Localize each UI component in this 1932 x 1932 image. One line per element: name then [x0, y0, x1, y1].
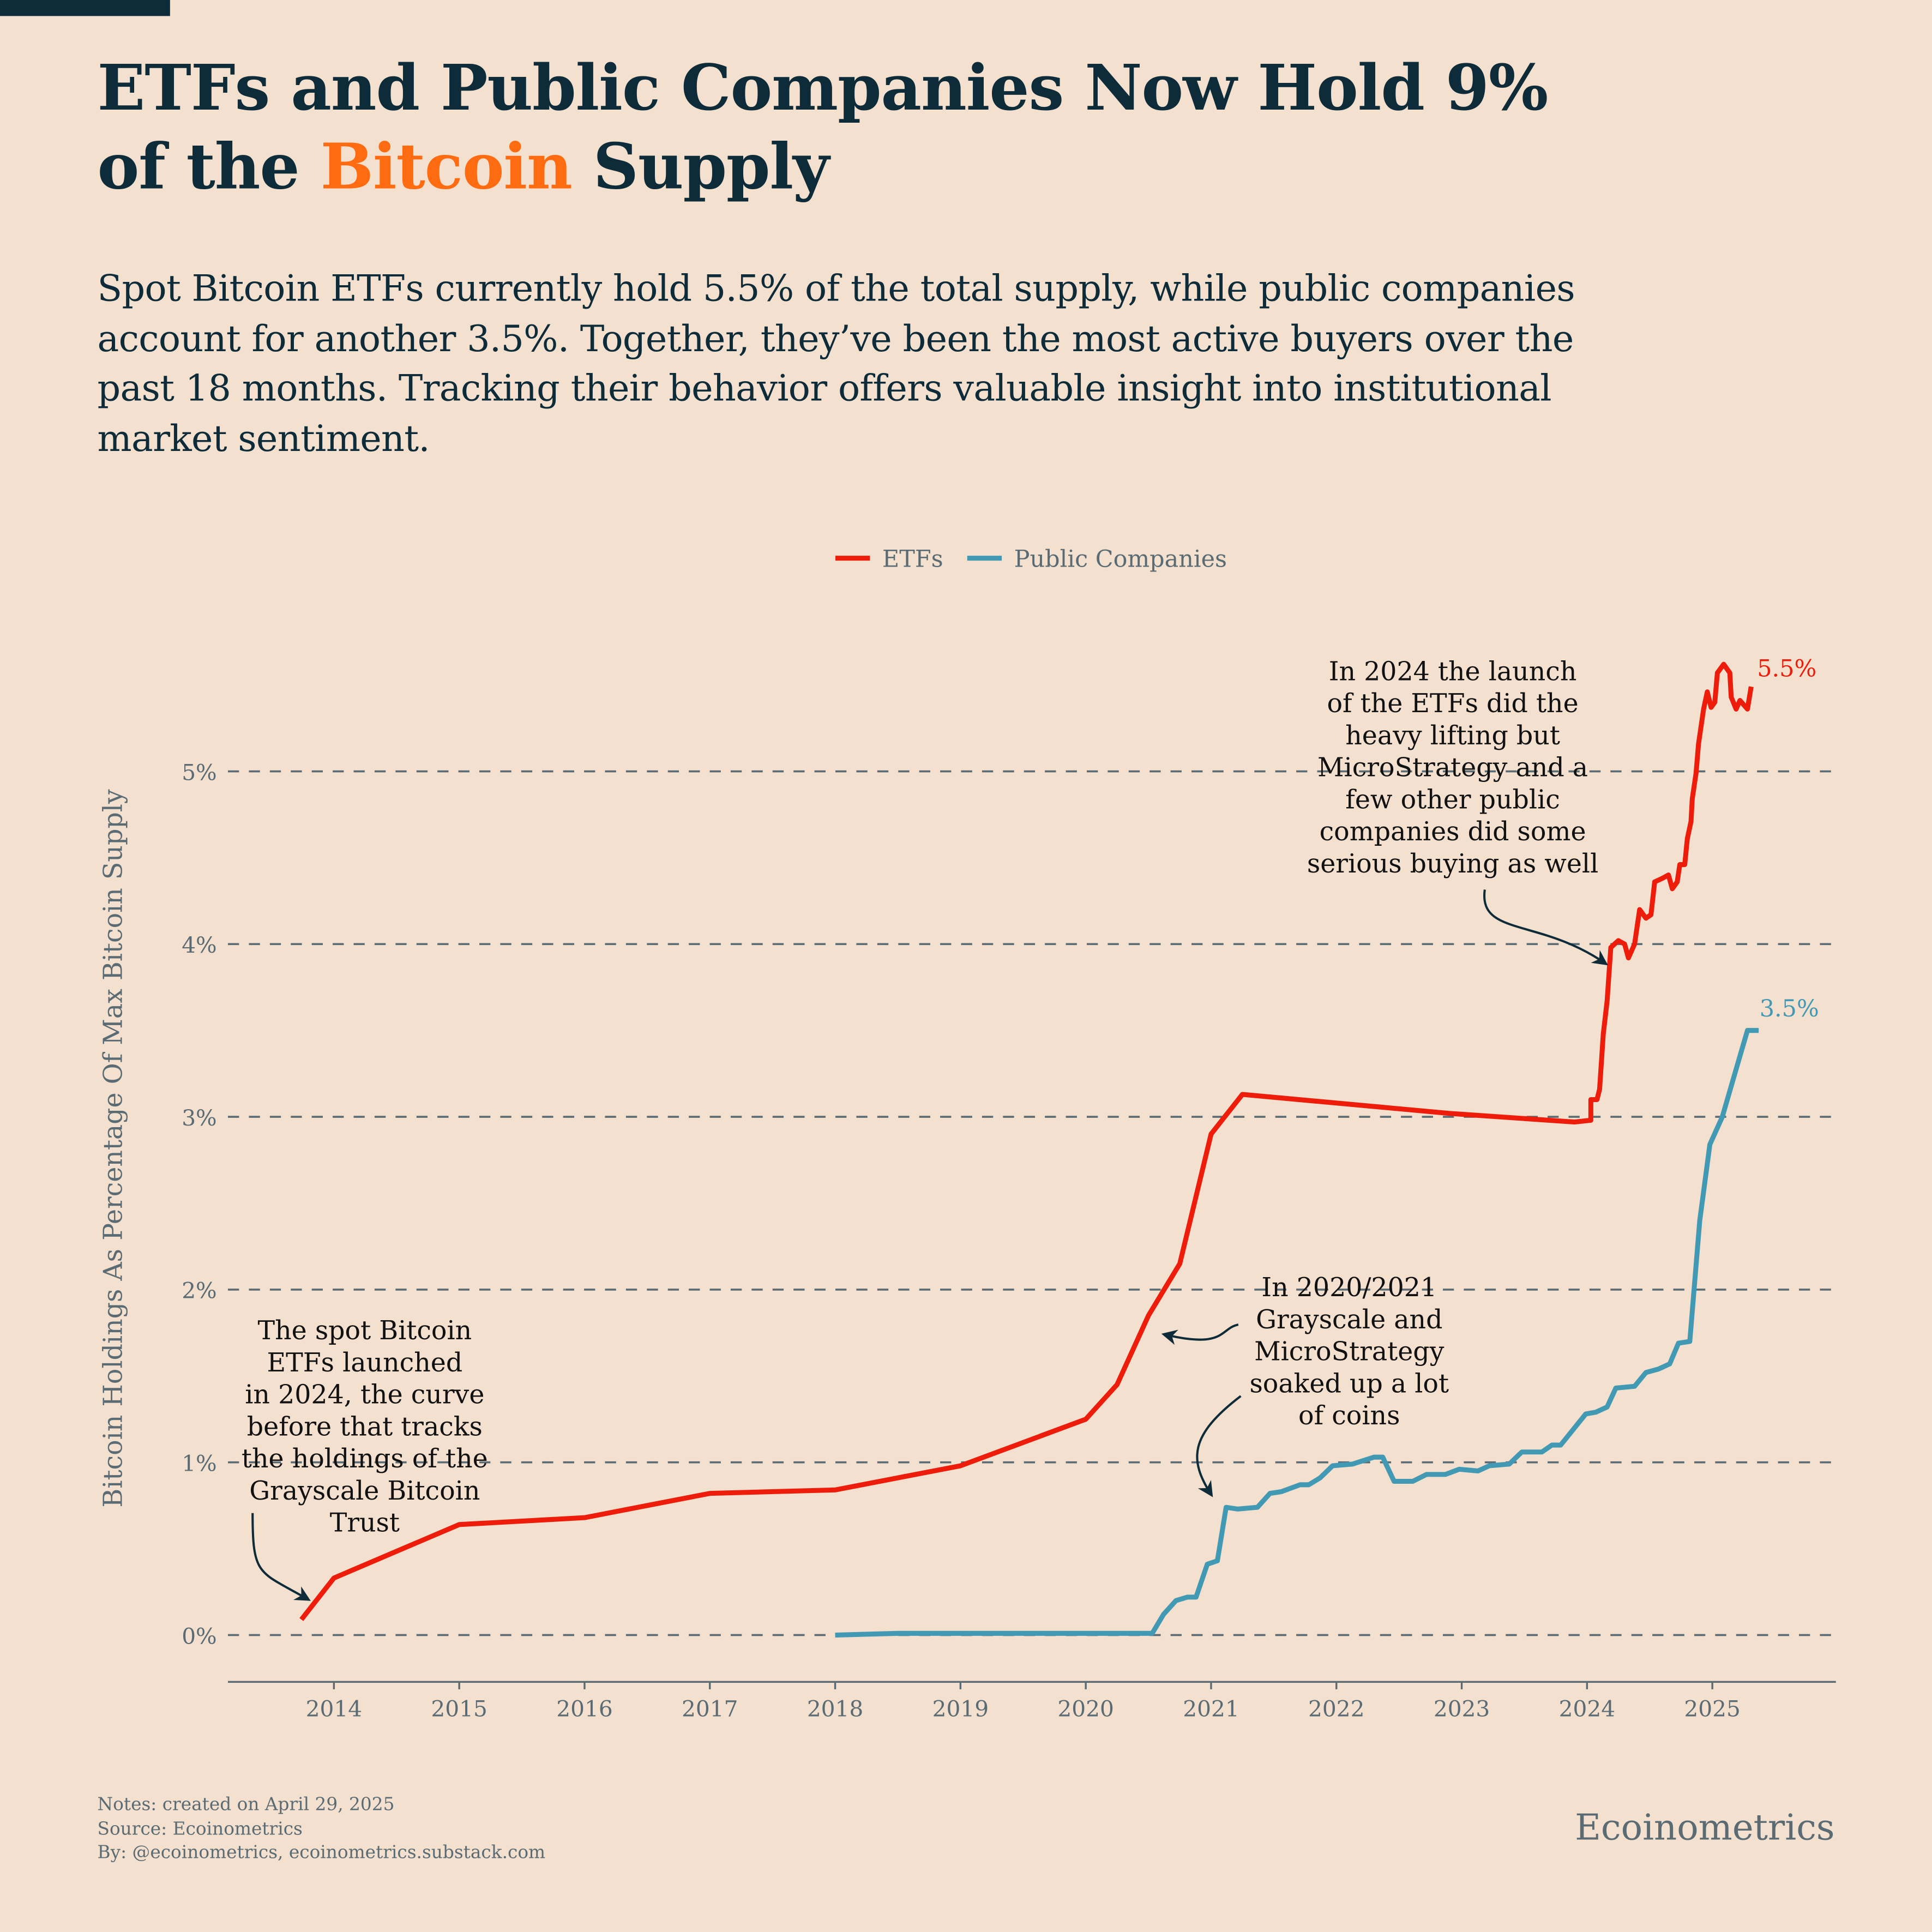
title-line-2-pre: of the [97, 130, 321, 205]
annotation-arrow-2020-public [1196, 1395, 1242, 1497]
annotation-line: heavy lifting but [1345, 721, 1560, 751]
x-tick-label: 2023 [1434, 1696, 1490, 1722]
legend: ETFs Public Companies [835, 545, 1227, 573]
annotation-line: in 2024, the curve [245, 1380, 484, 1410]
annotation-line: Trust [330, 1508, 400, 1538]
x-tick-label: 2022 [1308, 1696, 1364, 1722]
y-tick-label: 3% [182, 1105, 217, 1131]
annotation-2024: In 2024 the launch of the ETFs did the h… [1307, 657, 1598, 878]
annotation-line: companies did some [1320, 817, 1586, 847]
title-line-1: ETFs and Public Companies Now Hold 9% [97, 51, 1549, 126]
x-tick-label: 2014 [306, 1696, 362, 1722]
top-accent-bar [0, 0, 170, 16]
y-tick-label: 0% [182, 1623, 217, 1649]
annotation-line: of coins [1298, 1401, 1400, 1431]
x-tick-label: 2020 [1057, 1696, 1114, 1722]
end-label-public-companies: 3.5% [1760, 995, 1819, 1022]
x-tick-label: 2016 [556, 1696, 612, 1722]
legend-label-public-companies: Public Companies [1014, 545, 1227, 573]
subtitle: Spot Bitcoin ETFs currently hold 5.5% of… [97, 267, 1575, 459]
annotation-line: soaked up a lot [1249, 1369, 1449, 1399]
annotation-arrow-grayscale [251, 1513, 311, 1601]
annotation-2020: In 2020/2021 Grayscale and MicroStrategy… [1249, 1273, 1449, 1431]
annotation-grayscale: The spot Bitcoin ETFs launched in 2024, … [242, 1316, 488, 1538]
annotation-line: ETFs launched [267, 1348, 462, 1378]
annotation-line: few other public [1345, 785, 1560, 815]
annotation-line: The spot Bitcoin [257, 1316, 472, 1346]
title-line-2-post: Supply [571, 130, 829, 205]
y-tick-label: 2% [182, 1278, 217, 1304]
x-tick-label: 2019 [932, 1696, 989, 1722]
legend-label-etfs: ETFs [882, 545, 943, 573]
annotation-line: In 2020/2021 [1261, 1273, 1437, 1303]
notes-text: Notes: created on April 29, 2025 [97, 1795, 395, 1815]
footer-notes: Notes: created on April 29, 2025 Source:… [98, 1794, 546, 1866]
annotation-line: before that tracks [247, 1412, 483, 1442]
y-tick-label: 5% [182, 759, 217, 785]
x-tick-label: 2015 [431, 1696, 487, 1722]
annotation-arrow-2020-etf [1161, 1323, 1239, 1345]
series-line-etfs [299, 661, 1754, 1621]
page-title: ETFs and Public Companies Now Hold 9% of… [98, 49, 1822, 207]
x-tick-label: 2017 [682, 1696, 738, 1722]
series-line-public-companies [835, 1028, 1759, 1638]
title-highlight: Bitcoin [320, 130, 573, 205]
end-label-etfs: 5.5% [1757, 655, 1816, 683]
x-tick-label: 2021 [1183, 1696, 1239, 1722]
x-tick-label: 2018 [807, 1696, 863, 1722]
y-axis-label: Bitcoin Holdings As Percentage Of Max Bi… [99, 789, 129, 1507]
brand-logo-text: Ecoinometrics [1575, 1806, 1835, 1849]
annotation-line: Grayscale Bitcoin [249, 1476, 480, 1506]
annotation-line: In 2024 the launch [1329, 657, 1577, 687]
annotation-line: MicroStrategy [1254, 1337, 1445, 1367]
x-tick-label: 2024 [1559, 1696, 1615, 1722]
x-tick-label: 2025 [1684, 1696, 1740, 1722]
annotation-line: the holdings of the [242, 1444, 488, 1474]
y-tick-label: 1% [182, 1450, 217, 1477]
y-tick-label: 4% [182, 932, 217, 958]
source-text: Source: Ecoinometrics [97, 1819, 303, 1839]
annotation-line: serious buying as well [1307, 849, 1598, 879]
byline-text: By: @ecoinometrics, ecoinometrics.substa… [97, 1843, 546, 1863]
annotation-line: of the ETFs did the [1327, 689, 1578, 719]
annotation-line: Grayscale and [1256, 1305, 1442, 1335]
annotation-line: MicroStrategy and a [1317, 753, 1588, 783]
annotation-arrow-2024 [1483, 889, 1608, 966]
